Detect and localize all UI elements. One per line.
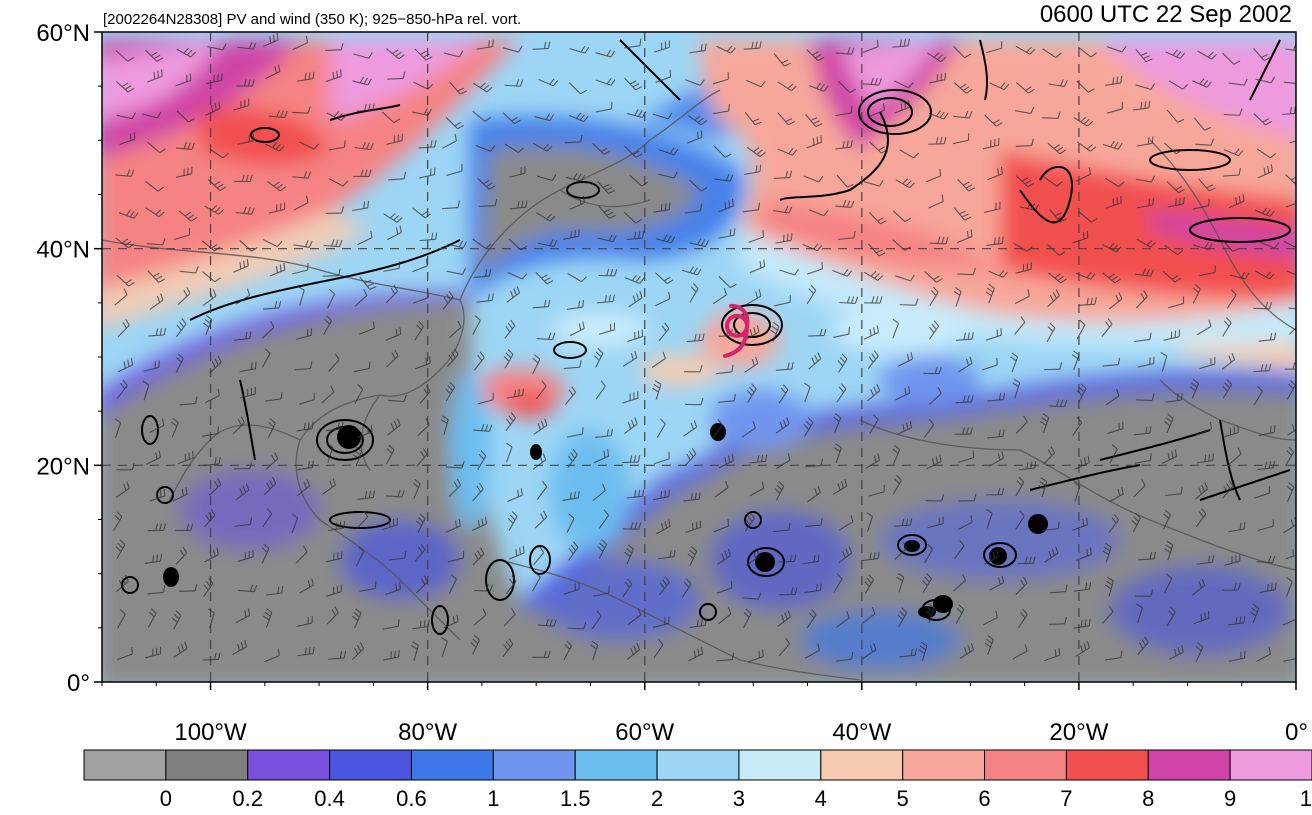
colorbar-level-label: 9 (1224, 786, 1236, 810)
colorbar-level-label: 0.6 (396, 786, 427, 810)
colorbar-level-label: 3 (733, 786, 745, 810)
colorbar-swatch (985, 750, 1067, 780)
colorbar-level-label: 0.4 (314, 786, 345, 810)
colorbar-swatch (1148, 750, 1230, 780)
colorbar-level-label: 4 (815, 786, 827, 810)
colorbar-level-label: 1.5 (560, 786, 591, 810)
lon-tick-label: 0° (1285, 719, 1308, 746)
colorbar-level-label: 6 (978, 786, 990, 810)
lon-tick-label: 40°W (832, 719, 891, 746)
figure-valid-time: 0600 UTC 22 Sep 2002 (1040, 1, 1292, 28)
colorbar-swatch (1230, 750, 1312, 780)
colorbar-swatch (739, 750, 821, 780)
lat-tick-label: 60°N (36, 20, 90, 47)
colorbar-level-label: 5 (897, 786, 909, 810)
lon-tick-label: 60°W (615, 719, 674, 746)
colorbar-swatch (411, 750, 493, 780)
colorbar-swatch (821, 750, 903, 780)
colorbar-level-label: 1 (487, 786, 499, 810)
colorbar-swatch (493, 750, 575, 780)
colorbar-level-label: 8 (1142, 786, 1154, 810)
colorbar-level-label: 0.2 (232, 786, 263, 810)
colorbar-swatch (903, 750, 985, 780)
colorbar-swatch (84, 750, 166, 780)
figure-subtitle: [2002264N28308] PV and wind (350 K); 925… (103, 11, 521, 28)
colorbar-swatch (575, 750, 657, 780)
lon-tick-label: 100°W (174, 719, 247, 746)
colorbar-swatch (1066, 750, 1148, 780)
colorbar: 0 0.2 0.4 0.6 1 1.5 2 3 4 5 6 7 8 9 10 (84, 750, 1312, 810)
colorbar-swatch (657, 750, 739, 780)
lon-tick-label: 20°W (1049, 719, 1108, 746)
colorbar-level-label: 0 (160, 786, 172, 810)
pv-field (95, 32, 1307, 690)
colorbar-level-label: 10 (1300, 786, 1312, 810)
lat-tick-label: 40°N (36, 237, 90, 264)
colorbar-level-label: 7 (1060, 786, 1072, 810)
colorbar-swatch (166, 750, 248, 780)
lat-tick-label: 0° (67, 670, 90, 697)
lon-tick-label: 80°W (398, 719, 457, 746)
colorbar-swatch (330, 750, 412, 780)
colorbar-swatch (248, 750, 330, 780)
lat-tick-label: 20°N (36, 453, 90, 480)
colorbar-level-label: 2 (651, 786, 663, 810)
